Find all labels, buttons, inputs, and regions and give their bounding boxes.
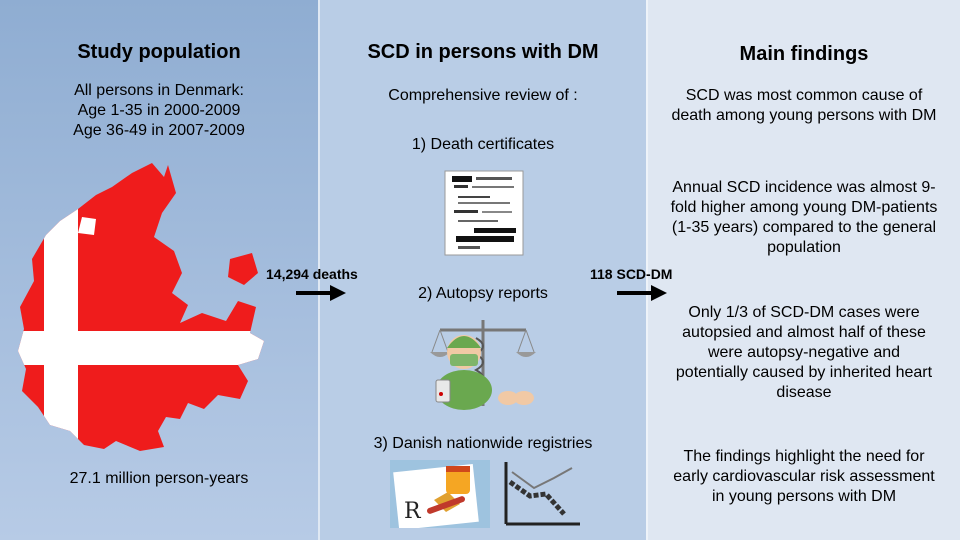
- svg-text:R: R: [404, 499, 422, 524]
- finding-item: The findings highlight the need for earl…: [673, 448, 935, 505]
- finding-item: SCD was most common cause of death among…: [671, 87, 937, 124]
- main-findings-panel: Main findings SCD was most common cause …: [646, 0, 960, 540]
- step-death-certificates: 1) Death certificates: [411, 136, 555, 153]
- step-registries: 3) Danish nationwide registries: [373, 435, 593, 452]
- main-findings-title: Main findings: [739, 43, 869, 65]
- autopsy-icon: [430, 320, 536, 410]
- study-population-title: Study population: [77, 41, 241, 63]
- prescription-icon: R: [390, 460, 490, 528]
- denmark-flag-map-icon: [18, 163, 264, 451]
- study-population-panel: Study population All persons in Denmark:…: [0, 0, 318, 540]
- deaths-count-label: 14,294 deaths: [266, 266, 358, 282]
- right-arrow-icon: [617, 285, 667, 301]
- criteria-line: Age 36-49 in 2007-2009: [73, 122, 245, 139]
- death-certificate-icon: [444, 170, 524, 256]
- scd-dm-panel: SCD in persons with DM Comprehensive rev…: [318, 0, 646, 540]
- study-population-criteria: All persons in Denmark: Age 1-35 in 2000…: [0, 81, 318, 141]
- review-intro: Comprehensive review of :: [388, 87, 578, 104]
- step-autopsy-reports: 2) Autopsy reports: [418, 285, 548, 302]
- right-arrow-icon: [296, 285, 346, 301]
- criteria-line: All persons in Denmark:: [74, 82, 244, 99]
- person-years: 27.1 million person-years: [69, 470, 249, 487]
- finding-item: Annual SCD incidence was almost 9- fold …: [670, 179, 938, 256]
- finding-item: Only 1/3 of SCD-DM cases were autopsied …: [675, 304, 933, 401]
- line-chart-icon: [504, 462, 580, 526]
- scd-dm-title: SCD in persons with DM: [367, 41, 599, 63]
- scd-dm-count-label: 118 SCD-DM: [590, 266, 673, 282]
- criteria-line: Age 1-35 in 2000-2009: [77, 102, 241, 119]
